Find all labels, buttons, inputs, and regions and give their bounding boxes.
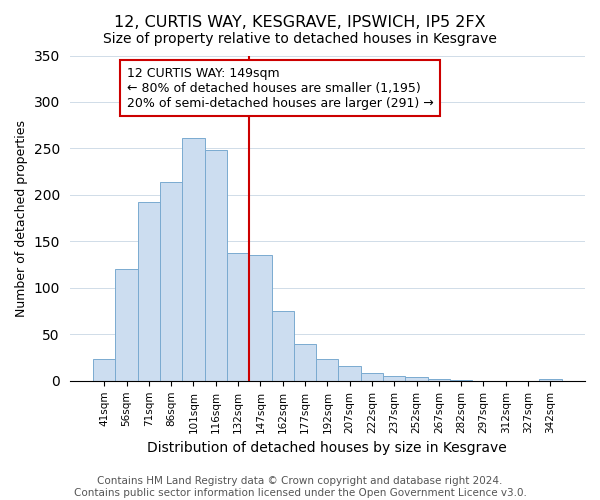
Text: Contains HM Land Registry data © Crown copyright and database right 2024.
Contai: Contains HM Land Registry data © Crown c…	[74, 476, 526, 498]
Text: 12, CURTIS WAY, KESGRAVE, IPSWICH, IP5 2FX: 12, CURTIS WAY, KESGRAVE, IPSWICH, IP5 2…	[114, 15, 486, 30]
Text: 12 CURTIS WAY: 149sqm
← 80% of detached houses are smaller (1,195)
20% of semi-d: 12 CURTIS WAY: 149sqm ← 80% of detached …	[127, 66, 433, 110]
Bar	[338, 366, 361, 381]
Bar	[428, 379, 450, 381]
Bar	[272, 311, 294, 381]
Bar	[227, 254, 249, 381]
Bar	[137, 202, 160, 381]
Text: Size of property relative to detached houses in Kesgrave: Size of property relative to detached ho…	[103, 32, 497, 46]
Bar	[205, 150, 227, 381]
Bar	[316, 358, 338, 381]
Bar	[115, 270, 137, 381]
Bar	[160, 182, 182, 381]
Bar	[450, 380, 472, 381]
Bar	[294, 344, 316, 381]
Bar	[539, 379, 562, 381]
Bar	[406, 377, 428, 381]
Bar	[182, 138, 205, 381]
Bar	[249, 256, 272, 381]
Bar	[383, 376, 406, 381]
Y-axis label: Number of detached properties: Number of detached properties	[15, 120, 28, 316]
X-axis label: Distribution of detached houses by size in Kesgrave: Distribution of detached houses by size …	[148, 441, 507, 455]
Bar	[361, 374, 383, 381]
Bar	[93, 358, 115, 381]
